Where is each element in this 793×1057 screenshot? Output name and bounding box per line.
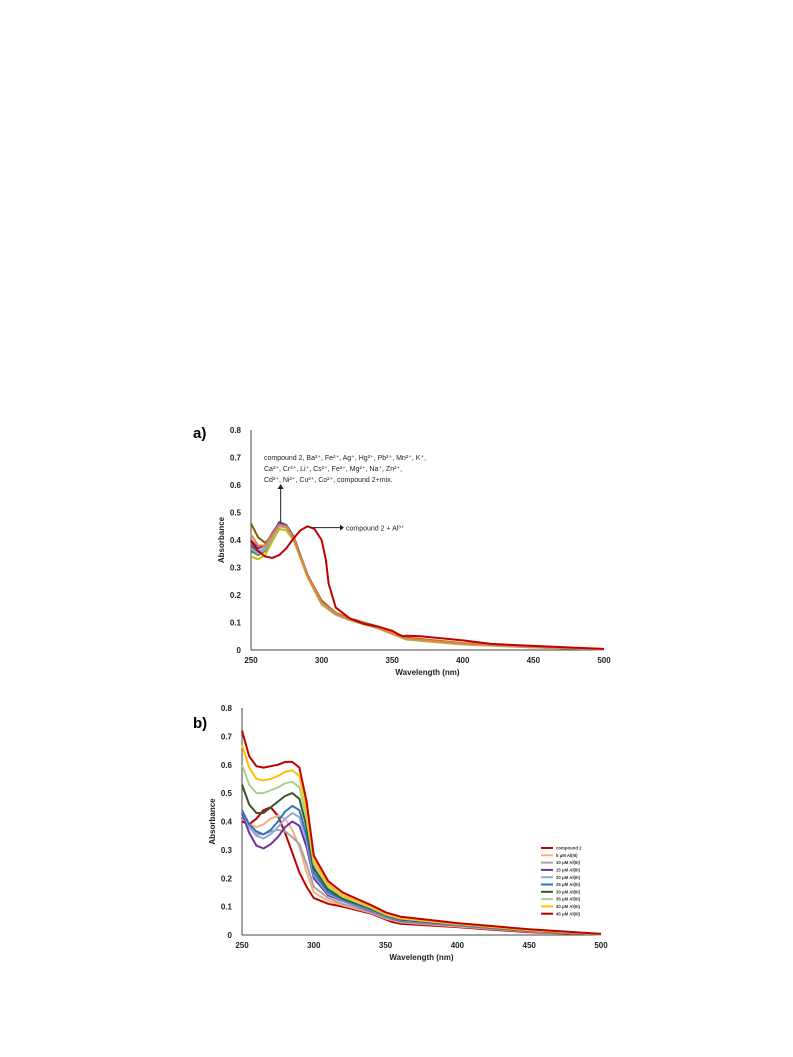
- legend-label: compound 2: [556, 846, 582, 851]
- legend-label: 15 μM Al(III): [556, 868, 581, 873]
- y-tick-label: 0.7: [221, 732, 233, 741]
- series-line: [250, 523, 605, 651]
- y-tick-label: 0.5: [221, 789, 233, 798]
- x-tick-label: 350: [386, 656, 400, 665]
- series-line: [241, 744, 602, 935]
- series-line: [241, 814, 602, 936]
- series-line: [250, 525, 605, 650]
- annotation-arrowhead: [277, 484, 284, 489]
- y-tick-label: 0.6: [221, 761, 233, 770]
- legend-label: 40 μM Al(III): [556, 904, 581, 909]
- y-tick-label: 0.1: [221, 903, 233, 912]
- x-tick-label: 250: [244, 656, 258, 665]
- panel-label-a: a): [193, 425, 207, 442]
- series-line: [241, 809, 602, 936]
- x-tick-label: 350: [379, 941, 393, 950]
- y-tick-label: 0.6: [230, 481, 242, 490]
- legend-label: 45 μM Al(III): [556, 911, 581, 916]
- legend-label: 25 μM Al(III): [556, 882, 581, 887]
- x-tick-label: 400: [456, 656, 470, 665]
- series-line: [241, 812, 602, 936]
- y-tick-label: 0.2: [221, 874, 233, 883]
- x-tick-label: 500: [597, 656, 611, 665]
- series-line: [250, 523, 605, 651]
- annotation-line: Ca²⁺, Cr³⁺, Li⁺, Cs²⁺, Fe³⁺, Mg²⁺, Na⁺, …: [264, 465, 402, 473]
- x-tick-label: 450: [523, 941, 537, 950]
- y-tick-label: 0.1: [230, 619, 242, 628]
- annotation-line: Cd²⁺, Ni²⁺, Cu²⁺, Co²⁺, compound 2+mix.: [264, 476, 393, 484]
- y-tick-label: 0.8: [230, 426, 242, 435]
- x-axis-title: Wavelength (nm): [395, 668, 459, 677]
- x-tick-label: 300: [315, 656, 329, 665]
- y-axis-title: Absorbance: [217, 516, 226, 563]
- series-line: [250, 528, 605, 651]
- y-tick-label: 0.3: [230, 564, 242, 573]
- series-line: [241, 812, 602, 936]
- annotation-line: compound 2, Ba²⁺, Fe²⁺, Ag⁺, Hg²⁺, Pb²⁺,…: [264, 454, 426, 462]
- y-tick-label: 0.5: [230, 509, 242, 518]
- chart-b-svg: 0 0.1 0.2 0.3 0.4 0.5 0.6 0.7 0.8 250 300 350 400 450…: [208, 704, 608, 962]
- x-axis-title: Wavelength (nm): [389, 953, 453, 962]
- chart-panel-a: a) 0 0.1 0.2 0.3 0.4 0.5 0.6 0.7 0.8 250 300 350 400…: [0, 400, 793, 690]
- x-tick-label: 400: [451, 941, 465, 950]
- series-line: [250, 525, 605, 651]
- y-tick-label: 0: [237, 646, 242, 655]
- y-tick-label: 0.4: [221, 818, 233, 827]
- y-tick-label: 0.4: [230, 536, 242, 545]
- y-axis-title: Absorbance: [208, 798, 217, 845]
- al-annotation-arrowhead: [340, 524, 344, 531]
- legend-label: 10 μM Al(III): [556, 860, 581, 865]
- x-tick-label: 300: [307, 941, 321, 950]
- x-tick-label: 500: [594, 941, 608, 950]
- chart-panel-b: b) 0 0.1 0.2 0.3 0.4 0.5 0.6 0.7 0.8 250 300 350 400…: [0, 690, 793, 980]
- series-line: [250, 522, 605, 651]
- series-line: [250, 521, 605, 651]
- series-line: [250, 523, 605, 651]
- chart-a-svg: 0 0.1 0.2 0.3 0.4 0.5 0.6 0.7 0.8 250 300 350 400 450…: [217, 426, 611, 677]
- x-tick-label: 250: [235, 941, 249, 950]
- series-line: [250, 523, 605, 651]
- legend-label: 20 μM Al(III): [556, 875, 581, 880]
- series-line: [241, 764, 602, 936]
- legend-label: 5 μM Al(III): [556, 853, 578, 858]
- legend-label: 30 μM Al(III): [556, 889, 581, 894]
- panel-label-b: b): [193, 715, 208, 732]
- y-tick-label: 0.8: [221, 704, 233, 713]
- y-tick-label: 0.3: [221, 846, 233, 855]
- series-line: [241, 730, 602, 935]
- legend-label: 35 μM Al(III): [556, 897, 581, 902]
- y-tick-label: 0.2: [230, 591, 242, 600]
- x-tick-label: 450: [527, 656, 541, 665]
- y-tick-label: 0: [228, 931, 233, 940]
- y-tick-label: 0.7: [230, 454, 242, 463]
- al-annotation-label: compound 2 + Al³⁺: [346, 525, 405, 533]
